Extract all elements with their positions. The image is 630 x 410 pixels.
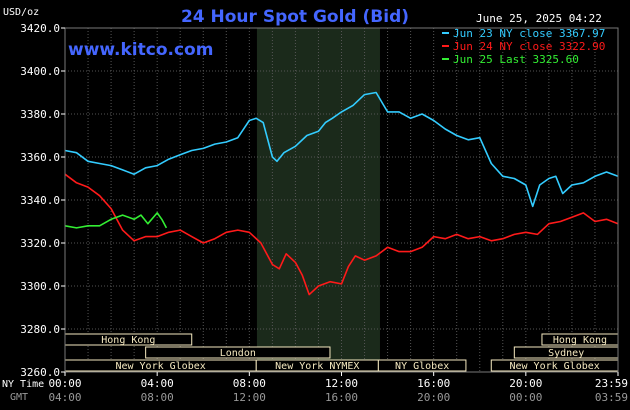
series-line-jun25	[64, 212, 168, 229]
y-tick-label: 3280.0	[20, 323, 60, 336]
x-tick-label-ny: 12:00	[325, 377, 358, 390]
legend: Jun 23 NY close 3367.97 Jun 24 NY close …	[442, 27, 605, 66]
session-label: NY Globex	[395, 361, 449, 372]
axes: 3420.0 3400.0 3380.0 3360.0 3340.0 3320.0 3300…	[20, 22, 628, 404]
legend-entry-jun25: Jun 25 Last 3325.60	[453, 53, 579, 66]
series-line-jun24	[64, 173, 619, 296]
y-tick-label: 3420.0	[20, 22, 60, 35]
y-tick-label: 3260.0	[20, 366, 60, 379]
x-tick-label-ny: 08:00	[233, 377, 266, 390]
y-tick-label: 3400.0	[20, 65, 60, 78]
y-tick-label: 3340.0	[20, 194, 60, 207]
grid	[65, 27, 618, 373]
y-unit-label: USD/oz	[3, 7, 39, 18]
site-url: www.kitco.com	[68, 40, 213, 60]
session-box	[377, 359, 467, 372]
x-tick-label-gmt: 12:00	[233, 391, 266, 404]
session-box	[145, 346, 331, 359]
session-label: Hong Kong	[101, 335, 155, 346]
x-axis-label-ny: NY Time	[2, 379, 44, 390]
series-lines	[64, 91, 619, 296]
session-label: London	[220, 348, 256, 359]
x-tick-label-gmt: 04:00	[48, 391, 81, 404]
legend-entry-jun23: Jun 23 NY close 3367.97	[453, 27, 605, 40]
y-tick-label: 3380.0	[20, 108, 60, 121]
series-line-jun23	[64, 91, 619, 208]
x-tick-label-gmt: 08:00	[141, 391, 174, 404]
chart-title: 24 Hour Spot Gold (Bid)	[181, 7, 409, 27]
session-label: Sydney	[548, 348, 584, 359]
x-tick-label-gmt: 16:00	[325, 391, 358, 404]
x-tick-label-ny: 00:00	[48, 377, 81, 390]
y-tick-label: 3300.0	[20, 280, 60, 293]
x-tick-label-ny: 16:00	[417, 377, 450, 390]
x-axis-label-gmt: GMT	[10, 392, 28, 403]
x-tick-label-gmt: 00:00	[509, 391, 542, 404]
x-tick-label-gmt: 03:59	[595, 391, 628, 404]
x-tick-label-ny: 23:59	[595, 377, 628, 390]
y-tick-label: 3360.0	[20, 151, 60, 164]
x-tick-label-ny: 04:00	[141, 377, 174, 390]
legend-entry-jun24: Jun 24 NY close 3322.90	[453, 40, 605, 53]
session-label: New York Globex	[509, 361, 599, 372]
date-stamp: June 25, 2025 04:22	[476, 12, 602, 25]
session-label: New York Globex	[115, 361, 205, 372]
session-label: Hong Kong	[553, 335, 607, 346]
x-tick-label-gmt: 20:00	[417, 391, 450, 404]
trading-sessions: Hong Kong London New York Globex New York N…	[64, 333, 619, 372]
session-label: New York NYMEX	[275, 361, 359, 372]
x-tick-label-ny: 20:00	[509, 377, 542, 390]
y-tick-label: 3320.0	[20, 237, 60, 250]
